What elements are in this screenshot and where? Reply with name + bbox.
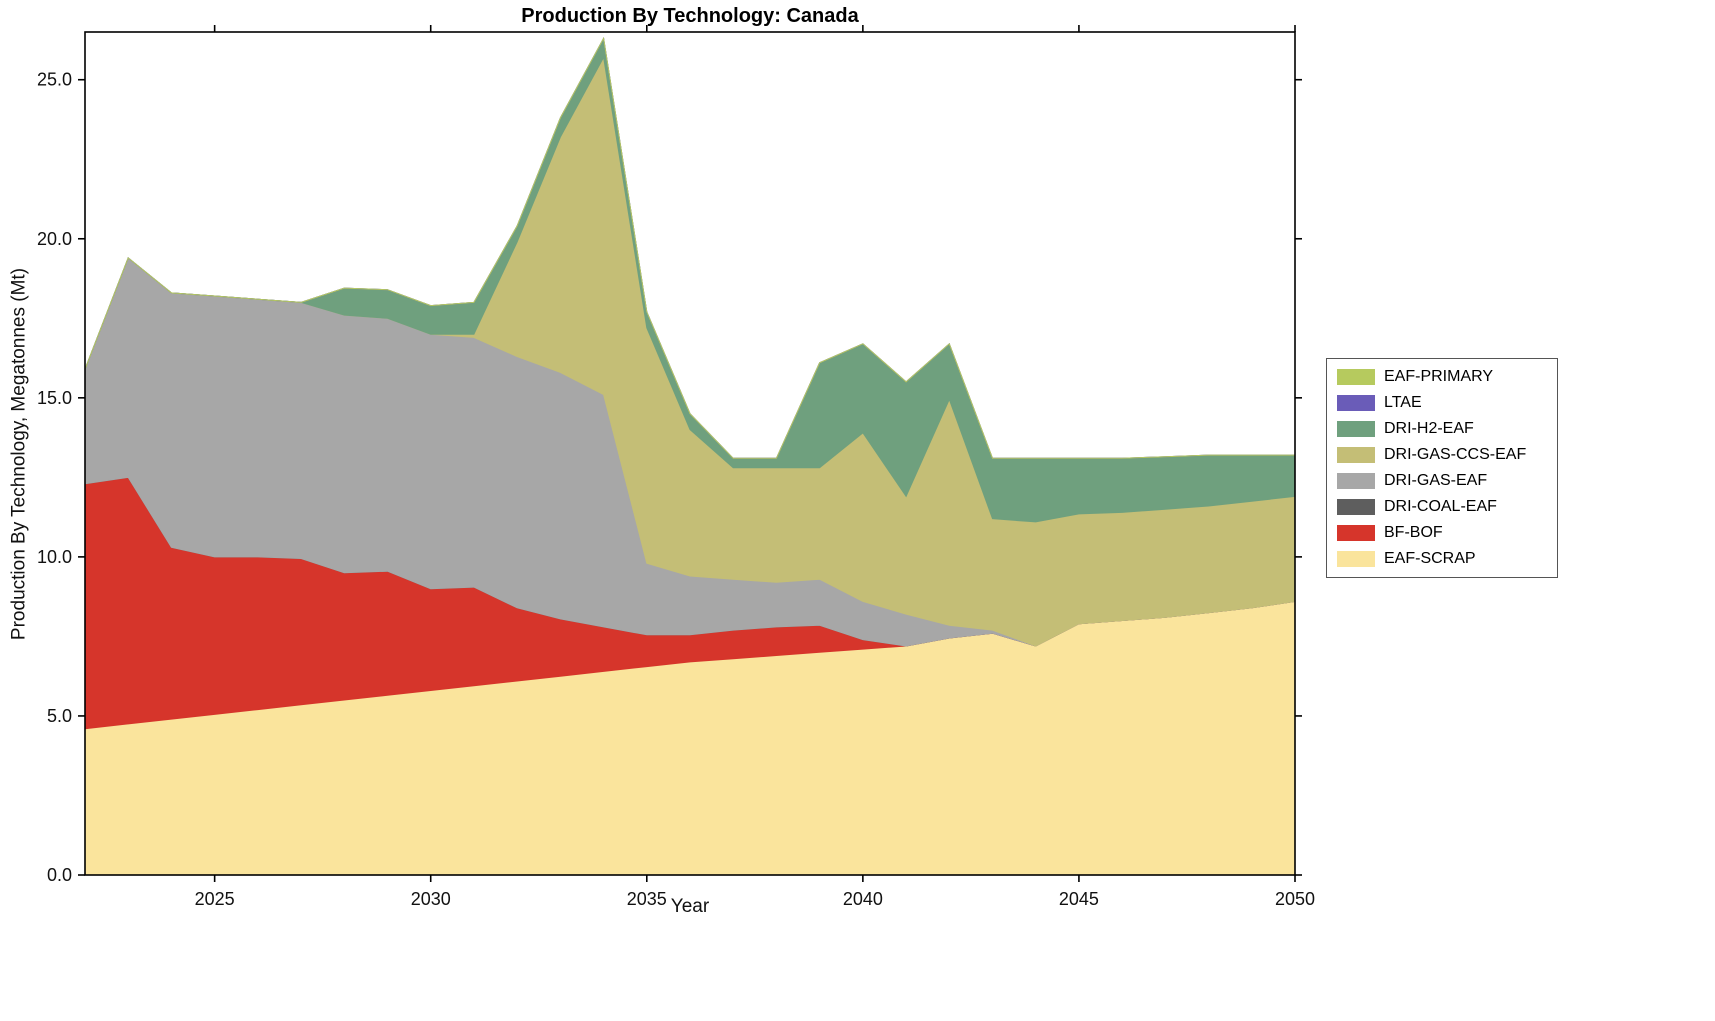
legend-item-BF-BOF: BF-BOF [1337, 524, 1547, 542]
area-EAF-PRIMARY [85, 36, 1295, 459]
x-tick-label: 2050 [1275, 889, 1315, 909]
x-tick-label: 2025 [195, 889, 235, 909]
x-axis-label: Year [670, 896, 710, 917]
y-tick-label: 0.0 [47, 865, 72, 885]
legend-label: EAF-SCRAP [1384, 550, 1476, 567]
legend-item-EAF-PRIMARY: EAF-PRIMARY [1337, 368, 1547, 386]
legend-label: EAF-PRIMARY [1384, 368, 1494, 385]
x-tick-label: 2030 [411, 889, 451, 909]
y-tick-label: 10.0 [37, 547, 72, 567]
legend-item-EAF-SCRAP: EAF-SCRAP [1337, 550, 1547, 568]
legend-swatch [1337, 499, 1375, 515]
legend-item-LTAE: LTAE [1337, 394, 1547, 412]
legend-label: DRI-GAS-EAF [1384, 472, 1488, 489]
x-tick-label: 2035 [627, 889, 667, 909]
legend-swatch [1337, 551, 1375, 567]
legend-label: DRI-GAS-CCS-EAF [1384, 446, 1527, 463]
legend-label: BF-BOF [1384, 524, 1443, 541]
y-tick-label: 25.0 [37, 70, 72, 90]
y-tick-label: 5.0 [47, 706, 72, 726]
y-tick-label: 20.0 [37, 229, 72, 249]
x-tick-label: 2045 [1059, 889, 1099, 909]
legend-label: DRI-COAL-EAF [1384, 498, 1497, 515]
legend-swatch [1337, 473, 1375, 489]
legend-swatch [1337, 395, 1375, 411]
legend-swatch [1337, 421, 1375, 437]
y-axis-label: Production By Technology, Megatonnes (Mt… [8, 267, 30, 641]
legend-label: DRI-H2-EAF [1384, 420, 1474, 437]
legend: EAF-PRIMARY LTAE DRI-H2-EAF DRI-GAS-CCS-EAF… [1326, 358, 1558, 578]
legend-label: LTAE [1384, 394, 1422, 411]
legend-swatch [1337, 525, 1375, 541]
legend-item-DRI-GAS-CCS-EAF: DRI-GAS-CCS-EAF [1337, 446, 1547, 464]
plot-frame [84, 31, 1296, 876]
legend-swatch [1337, 369, 1375, 385]
legend-item-DRI-COAL-EAF: DRI-COAL-EAF [1337, 498, 1547, 516]
y-tick-label: 15.0 [37, 388, 72, 408]
legend-item-DRI-GAS-EAF: DRI-GAS-EAF [1337, 472, 1547, 490]
chart-title: Production By Technology: Canada [521, 5, 859, 27]
x-tick-label: 2040 [843, 889, 883, 909]
legend-item-DRI-H2-EAF: DRI-H2-EAF [1337, 420, 1547, 438]
legend-swatch [1337, 447, 1375, 463]
